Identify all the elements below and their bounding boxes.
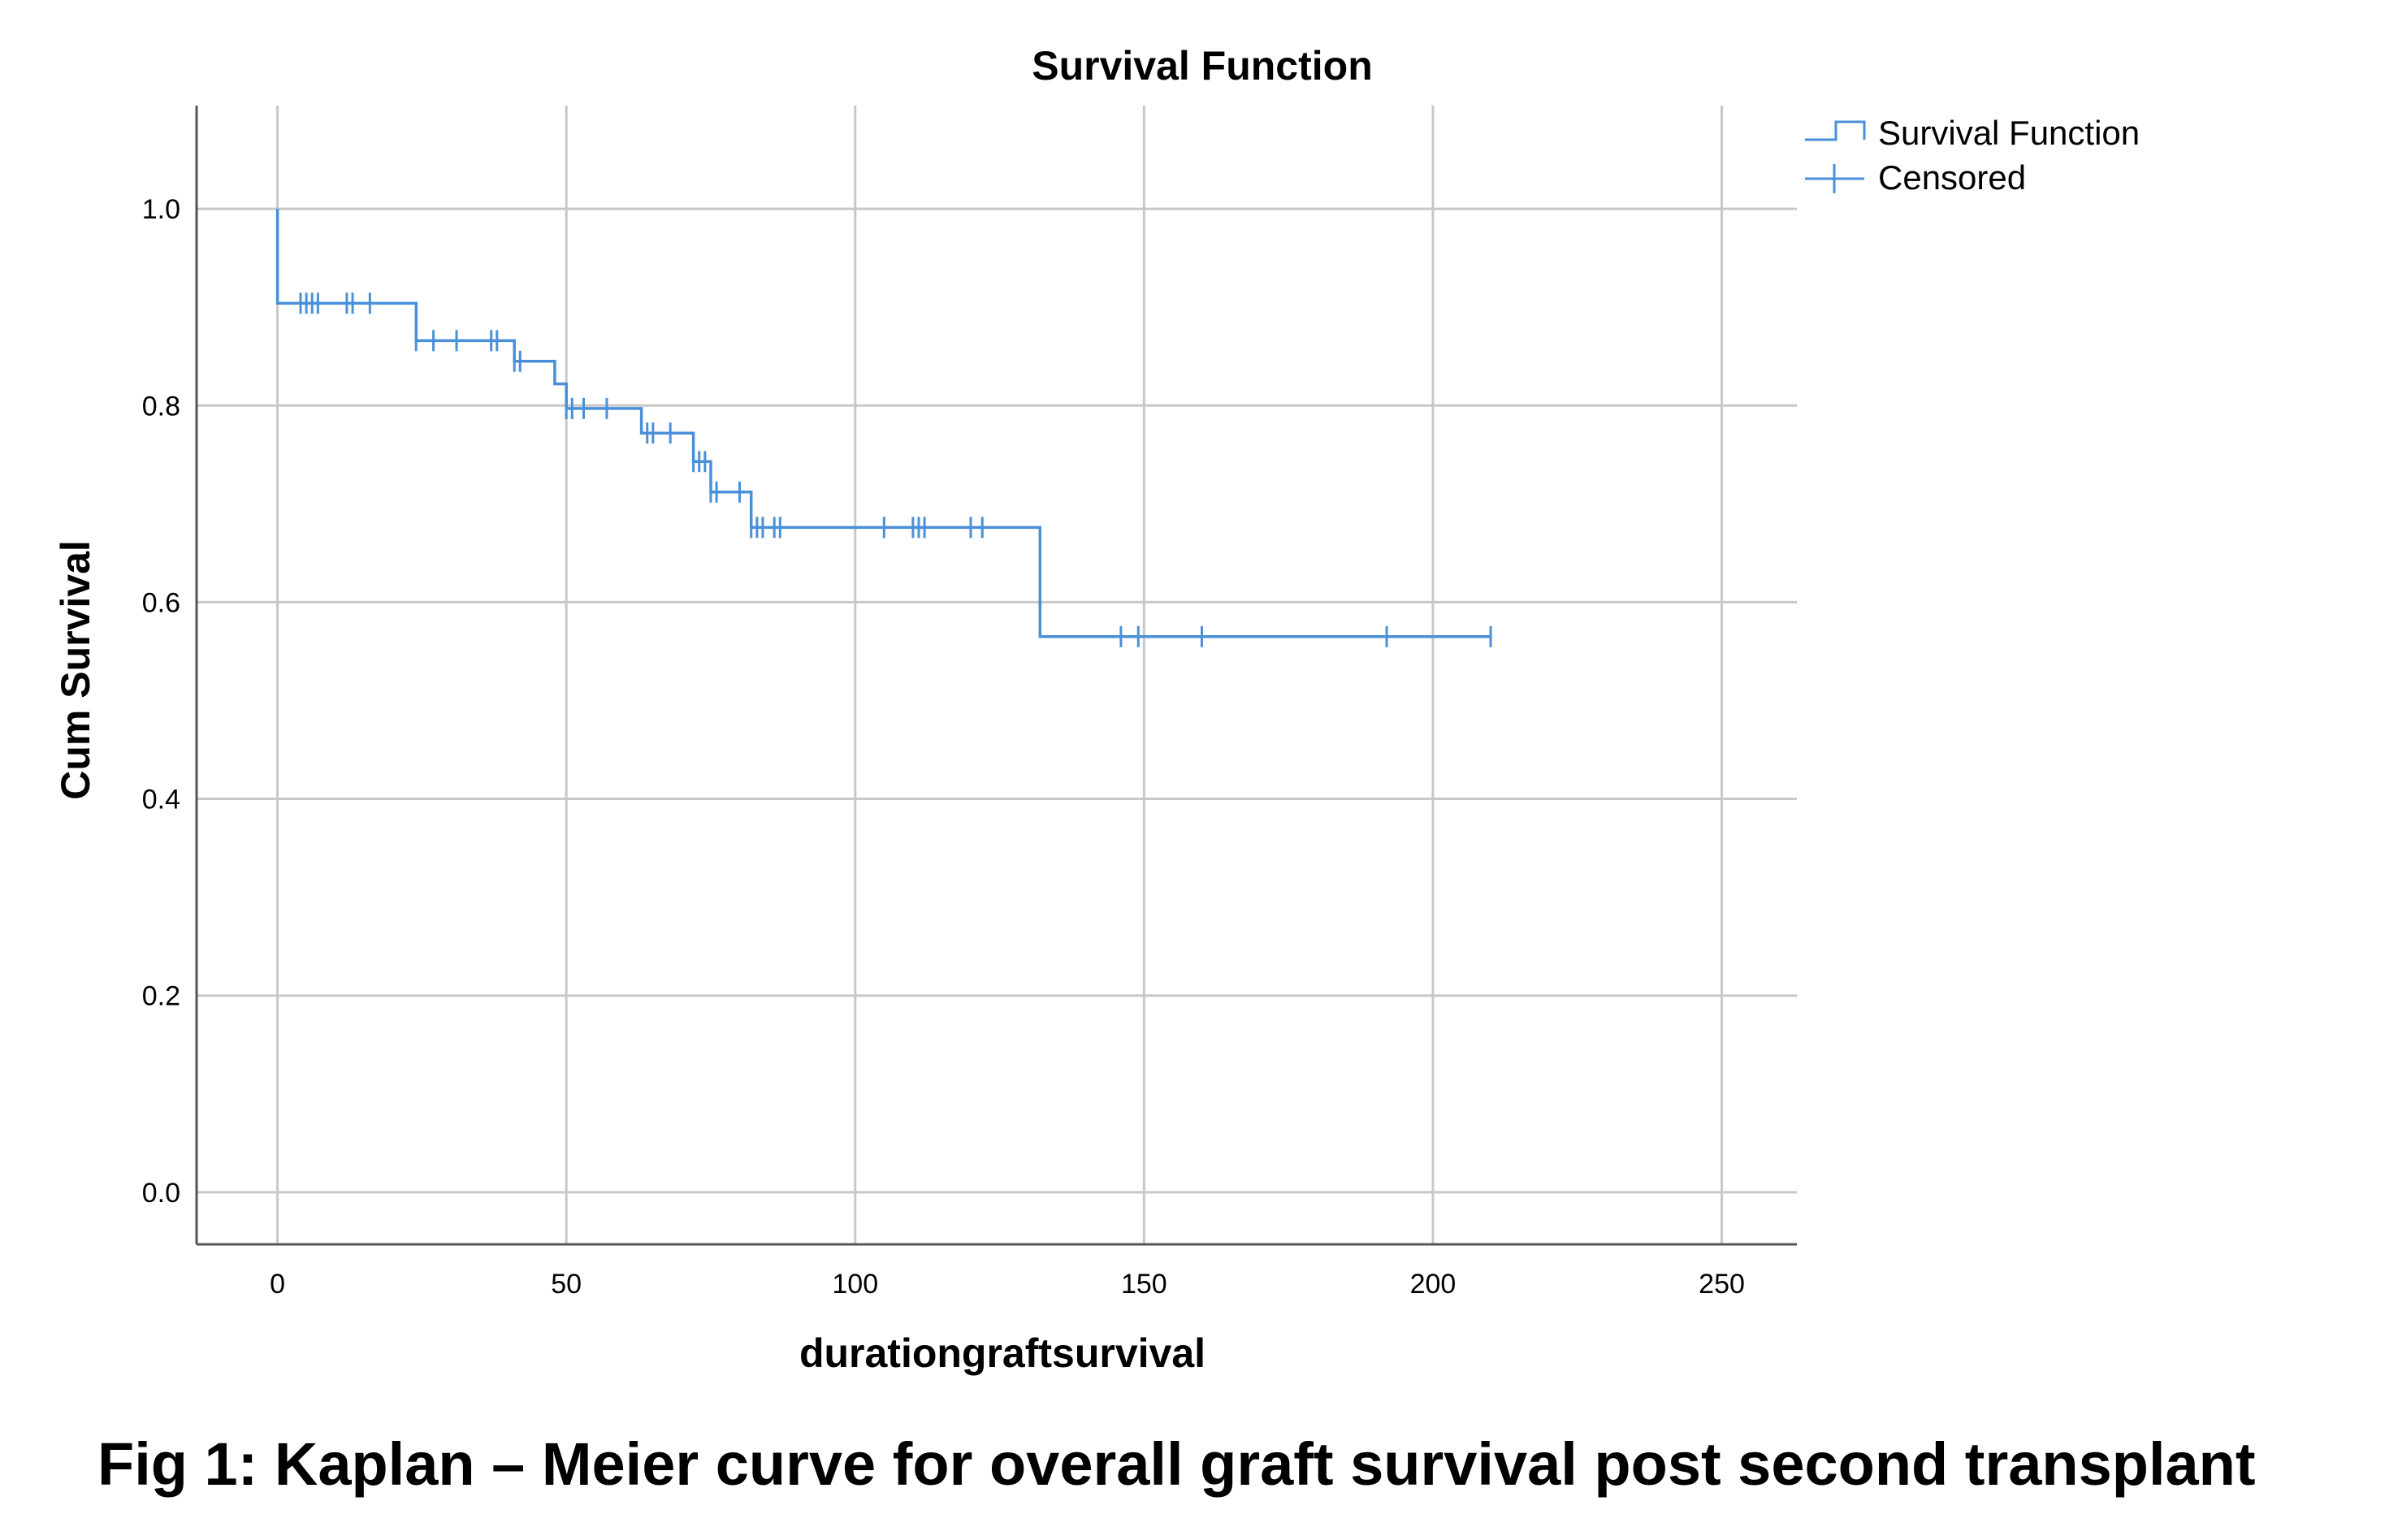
legend: Survival Function Censored	[1805, 114, 2140, 197]
x-axis-label: durationgraftsurvival	[799, 1330, 1205, 1376]
axes	[195, 106, 1797, 1246]
chart-title: Survival Function	[1032, 43, 1373, 89]
x-tick-label: 50	[551, 1269, 582, 1300]
y-tick-label: 1.0	[142, 194, 180, 225]
gridlines	[197, 106, 1797, 1244]
y-axis-ticks: 0.0 0.2 0.4 0.6 0.8 1.0	[142, 194, 180, 1209]
x-tick-label: 100	[832, 1269, 878, 1300]
legend-survival-swatch	[1805, 120, 1866, 141]
y-tick-label: 0.4	[142, 785, 180, 815]
y-tick-label: 0.6	[142, 587, 180, 618]
x-tick-label: 250	[1699, 1269, 1745, 1300]
plot-series	[275, 209, 1492, 647]
x-tick-label: 150	[1121, 1269, 1167, 1300]
y-tick-label: 0.8	[142, 391, 180, 422]
y-tick-label: 0.0	[142, 1178, 180, 1209]
y-axis-label: Cum Survival	[53, 540, 98, 800]
legend-censored-label: Censored	[1878, 158, 2026, 197]
y-tick-label: 0.2	[142, 981, 180, 1012]
x-tick-label: 200	[1410, 1269, 1457, 1300]
x-tick-label: 0	[270, 1269, 285, 1300]
survival-function-line	[275, 209, 1491, 638]
figure-caption: Fig 1: Kaplan – Meier curve for overall …	[97, 1430, 2256, 1498]
x-axis-ticks: 0 50 100 150 200 250	[270, 1269, 1745, 1300]
legend-survival-label: Survival Function	[1878, 114, 2140, 152]
